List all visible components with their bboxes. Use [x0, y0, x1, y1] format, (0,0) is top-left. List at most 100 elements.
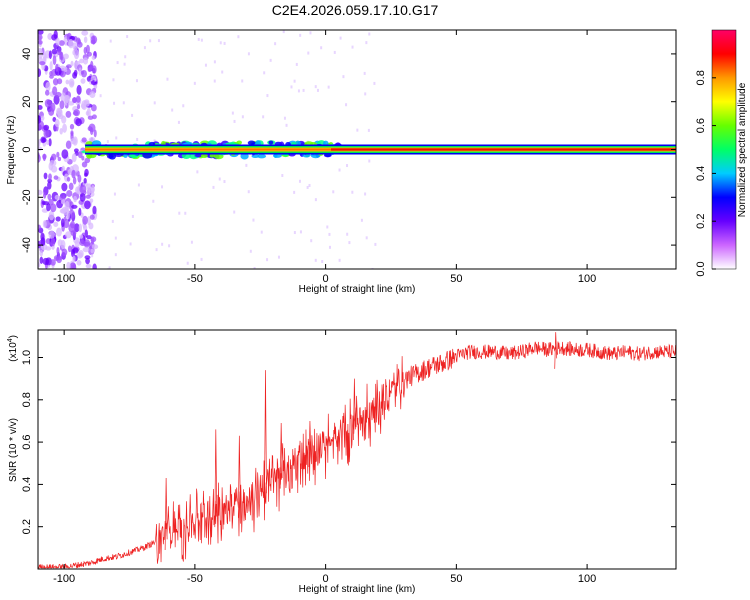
spectrogram-cell [64, 200, 70, 211]
spectrogram-y-axis-label: Frequency (Hz) [6, 116, 17, 185]
spectrogram-cell [197, 37, 200, 41]
colorbar-tick-label: 0.0 [695, 261, 707, 276]
spectrogram-cell [45, 238, 51, 245]
spectrogram-cell [43, 172, 48, 180]
spectrogram-cell [82, 57, 89, 65]
spectrogram-cell [200, 38, 203, 42]
spectrogram-cell [55, 37, 60, 46]
spectrogram-cell [48, 173, 52, 181]
spectrogram-cell [61, 149, 69, 159]
spectrogram-cell [72, 42, 79, 51]
spectrogram-cell [190, 240, 193, 244]
snr-y-tick-label: 0.6 [21, 434, 33, 449]
spectrogram-cell [157, 39, 160, 43]
spectrogram-cell [137, 183, 140, 187]
spectrogram-cell [274, 42, 277, 46]
spectrogram-cell [72, 72, 78, 79]
spectrogram-cell [91, 104, 97, 112]
spectrogram-cell [76, 260, 82, 266]
spectrogram-cell [43, 124, 50, 131]
spectrogram-cell [113, 101, 116, 105]
spectrogram-cell [77, 104, 81, 110]
spectrogram-cell [306, 185, 309, 189]
spectrogram-cell [371, 268, 374, 269]
spectrogram-cell [302, 88, 305, 92]
spectrogram-cell [66, 176, 71, 182]
spectrogram-cell [85, 194, 91, 199]
spectrogram-cell [42, 153, 46, 162]
ridge-band-core [330, 148, 676, 151]
spectrogram-cell [346, 164, 349, 168]
spectrogram-cell [368, 32, 371, 36]
spectrogram-cell [49, 71, 53, 77]
spectrogram-cell [135, 79, 138, 83]
spectrogram-cell [78, 207, 82, 217]
spectrogram-cell [81, 155, 85, 161]
spectrogram-cell [314, 198, 317, 202]
spectrogram-cell [80, 78, 86, 84]
snr-x-tick-label: 50 [450, 573, 462, 585]
spectrogram-cell [116, 61, 119, 65]
spectrogram-cell [88, 222, 94, 230]
spectrogram-cell [106, 140, 109, 144]
spectrogram-cell [41, 137, 47, 143]
spectrogram-cell [122, 101, 125, 105]
spectrogram-cell [152, 199, 155, 203]
spectrogram-cell [71, 169, 76, 179]
spectrogram-cell [221, 70, 224, 74]
spectrogram-x-tick-label: 50 [450, 273, 462, 285]
spectrogram-cell [74, 240, 80, 248]
spectrogram-cell [73, 49, 80, 60]
page-title: C2E4.2026.059.17.10.G17 [271, 2, 439, 18]
spectrogram-cell [72, 255, 76, 263]
spectrogram-cell [161, 185, 164, 189]
spectrogram-cell [38, 142, 41, 147]
spectrogram-cell [364, 192, 367, 196]
spectrogram-heatmap [38, 30, 676, 269]
spectrogram-cell [171, 108, 174, 112]
spectrogram-cell [64, 97, 68, 106]
spectrogram-cell [61, 248, 68, 257]
spectrogram-cell [38, 68, 42, 77]
spectrogram-y-tick-label: -20 [21, 189, 33, 205]
spectrogram-cell [48, 230, 55, 239]
spectrogram-cell [124, 55, 127, 59]
spectrogram-cell [360, 218, 363, 222]
snr-y-tick-label: 1.0 [21, 350, 33, 365]
spectrogram-cell [59, 128, 63, 135]
spectrogram-cell [200, 153, 208, 159]
spectrogram-cell [351, 45, 354, 49]
spectrogram-cell [131, 113, 134, 117]
spectrogram-cell [182, 104, 185, 108]
spectrogram-cell [345, 103, 348, 107]
spectrogram-cell [111, 219, 114, 223]
spectrogram-y-tick-label: 20 [21, 96, 33, 108]
spectrogram-cell [231, 111, 234, 115]
spectrogram-cell [50, 102, 56, 112]
spectrogram-cell [85, 44, 90, 54]
spectrogram-cell [90, 39, 96, 45]
spectrogram-cell [73, 195, 78, 203]
spectrogram-cell [260, 230, 263, 234]
colorbar-gradient [711, 29, 737, 270]
spectrogram-cell [54, 194, 60, 200]
spectrogram-cell [213, 60, 216, 64]
snr-x-tick-label: 0 [323, 573, 329, 585]
spectrogram-cell [81, 137, 87, 143]
spectrogram-cell [99, 94, 102, 98]
spectrogram-cell [82, 247, 90, 253]
spectrogram-cell [212, 185, 215, 189]
spectrogram-cell [92, 94, 95, 98]
spectrogram-cell [77, 151, 83, 159]
spectrogram-cell [60, 218, 65, 228]
spectrogram-cell [83, 177, 87, 184]
spectrogram-cell [247, 52, 250, 56]
spectrogram-cell [38, 189, 43, 196]
spectrogram-cell [70, 137, 77, 145]
spectrogram-cell [241, 115, 244, 119]
spectrogram-cell [320, 46, 323, 50]
spectrogram-cell [49, 159, 57, 167]
snr-exponent-close: ) [8, 335, 19, 338]
snr-y-tick-label: 0.4 [21, 477, 33, 492]
spectrogram-cell [84, 157, 91, 164]
